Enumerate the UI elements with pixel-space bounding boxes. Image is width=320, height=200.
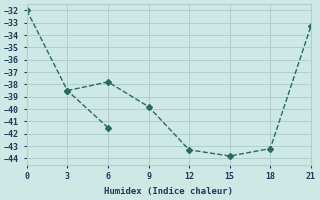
X-axis label: Humidex (Indice chaleur): Humidex (Indice chaleur): [104, 187, 233, 196]
